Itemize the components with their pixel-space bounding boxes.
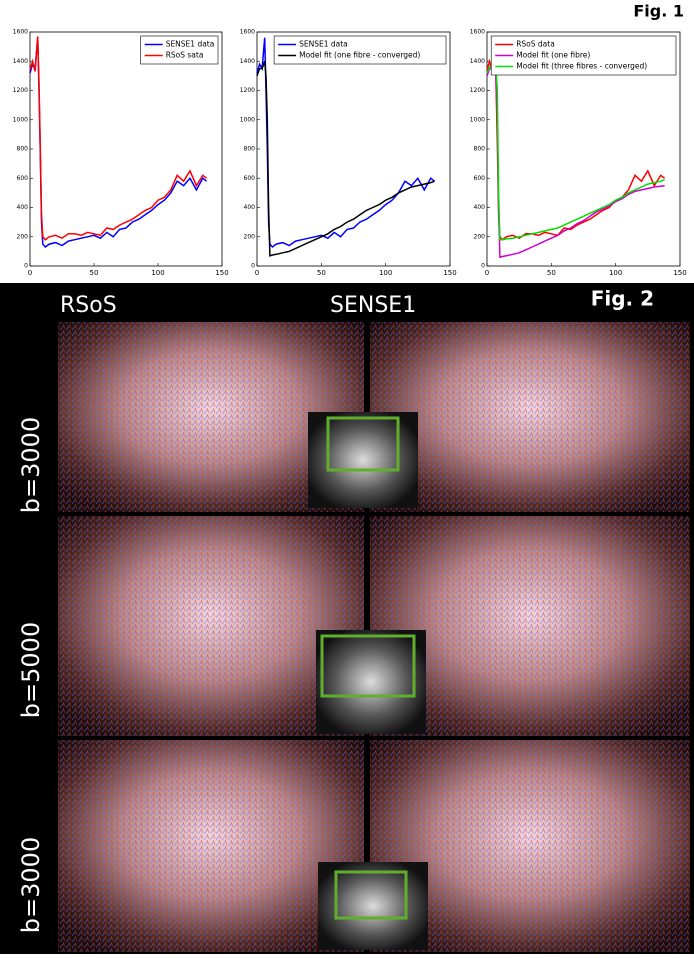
y-tick-label: 600 (17, 175, 29, 182)
figure-label: Fig. 1 (633, 2, 684, 21)
y-tick-label: 600 (244, 175, 256, 182)
y-tick-label: 1200 (240, 87, 255, 94)
y-tick-label: 400 (474, 204, 486, 211)
legend-label: RSoS sata (166, 51, 204, 60)
y-tick-label: 800 (244, 146, 256, 153)
data-line (29, 36, 208, 241)
legend-box (273, 35, 447, 65)
y-tick-label: 200 (17, 233, 29, 240)
legend-label: RSoS data (516, 40, 555, 49)
x-tick-label: 0 (255, 269, 259, 277)
plot-area (256, 31, 451, 267)
x-tick-label: 100 (379, 269, 392, 277)
y-tick-label: 800 (17, 146, 29, 153)
x-tick-label: 0 (485, 269, 489, 277)
row-label: b=3000 (17, 417, 45, 513)
x-tick-label: 150 (673, 269, 686, 277)
x-tick-label: 0 (28, 269, 32, 277)
legend-label: SENSE1 data (299, 40, 348, 49)
y-tick-label: 1400 (240, 58, 255, 65)
row-label: b=3000 (17, 837, 45, 933)
x-tick-label: 100 (151, 269, 164, 277)
data-line (256, 61, 435, 257)
y-tick-label: 1600 (240, 29, 255, 36)
y-tick-label: 1600 (470, 29, 485, 36)
y-tick-label: 0 (24, 263, 28, 270)
y-tick-label: 0 (481, 263, 485, 270)
brain-panels (58, 322, 690, 952)
y-tick-label: 400 (244, 204, 256, 211)
y-tick-label: 0 (251, 263, 255, 270)
y-tick-label: 1400 (470, 58, 485, 65)
y-tick-label: 1600 (13, 29, 28, 36)
data-line (486, 62, 665, 241)
y-tick-label: 200 (474, 233, 486, 240)
y-tick-label: 1400 (13, 58, 28, 65)
legend-box (490, 35, 677, 76)
figure-label: Fig. 2 (591, 287, 654, 311)
x-tick-label: 150 (215, 269, 228, 277)
y-tick-label: 1200 (13, 87, 28, 94)
y-tick-label: 600 (474, 175, 486, 182)
legend-label: Model fit (three fibres - converged) (516, 62, 647, 71)
y-tick-label: 1200 (470, 87, 485, 94)
legend-box (140, 35, 219, 65)
x-tick-label: 50 (317, 269, 326, 277)
legend-label: Model fit (one fibre - converged) (299, 51, 420, 60)
y-tick-label: 1000 (470, 116, 485, 123)
y-tick-label: 400 (17, 204, 29, 211)
x-tick-label: 100 (609, 269, 622, 277)
column-label: SENSE1 (330, 293, 416, 318)
legend-label: Model fit (one fibre) (516, 51, 590, 60)
y-tick-label: 1000 (240, 116, 255, 123)
x-tick-label: 150 (443, 269, 456, 277)
y-tick-label: 800 (474, 146, 486, 153)
plot-area (29, 31, 223, 267)
x-tick-label: 50 (547, 269, 556, 277)
y-tick-label: 1000 (13, 116, 28, 123)
y-tick-label: 200 (244, 233, 256, 240)
row-label: b=5000 (17, 622, 45, 718)
column-label: RSoS (60, 293, 117, 318)
x-tick-label: 50 (90, 269, 99, 277)
legend-label: SENSE1 data (166, 40, 215, 49)
